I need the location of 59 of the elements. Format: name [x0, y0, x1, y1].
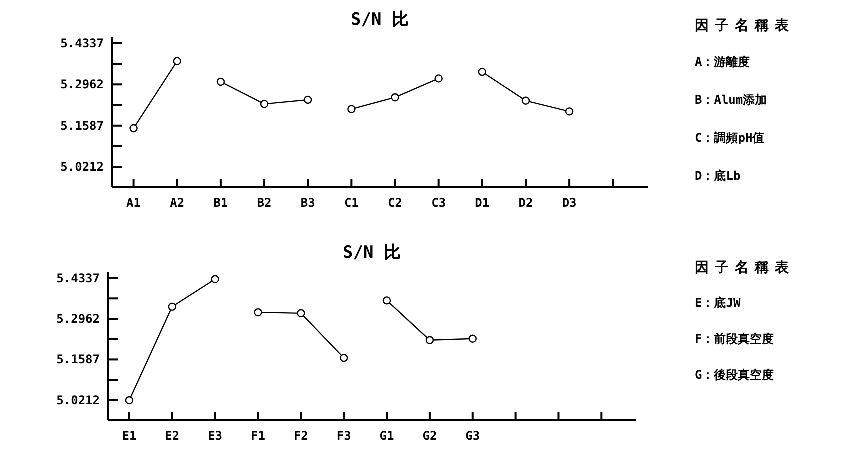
y-tick-label: 5.2962	[60, 78, 104, 92]
text: A：游離度	[695, 55, 750, 69]
point	[426, 336, 434, 344]
text: D：底Lb	[695, 169, 741, 183]
x-tick-label: G1	[380, 429, 394, 443]
point	[340, 354, 348, 362]
text: 因子名稱表	[695, 260, 795, 276]
x-tick-label: F3	[336, 429, 352, 443]
point	[522, 96, 530, 105]
chart-title: S/N 比	[351, 10, 409, 30]
y-tick-label: 5.1587	[56, 352, 100, 367]
point	[130, 124, 138, 133]
x-tick-label: B2	[257, 196, 272, 210]
x-tick-label: E1	[122, 429, 137, 443]
point	[254, 308, 262, 317]
point	[304, 96, 312, 104]
x-tick-label: B1	[214, 196, 228, 210]
x-tick-label: A1	[126, 196, 142, 210]
point	[348, 105, 356, 114]
text: E：底JW	[695, 296, 742, 310]
x-tick-label: E3	[208, 429, 223, 443]
x-tick-label: D2	[518, 196, 534, 210]
point	[260, 100, 269, 108]
x-tick-label: B3	[300, 196, 316, 210]
text: 因子名稱表	[695, 18, 795, 34]
x-tick-label: C3	[432, 196, 446, 210]
x-tick-label: D3	[562, 196, 577, 210]
point	[168, 302, 176, 312]
point	[173, 57, 182, 66]
x-tick-label: G2	[422, 429, 438, 443]
x-tick-label: C1	[344, 196, 359, 210]
point	[125, 396, 134, 405]
x-tick-label: E2	[165, 429, 180, 443]
point	[434, 74, 443, 83]
y-tick-label: 5.0212	[56, 393, 100, 408]
text: C：調頻pH值	[695, 131, 765, 145]
x-tick-label: A2	[170, 196, 185, 210]
x-tick-label: G3	[466, 429, 480, 443]
x-tick-label: F1	[251, 429, 266, 443]
x-tick-label: C2	[388, 196, 402, 210]
y-tick-label: 5.4337	[60, 36, 104, 50]
point	[211, 275, 220, 284]
point	[382, 296, 392, 305]
x-tick-label: F2	[294, 429, 308, 443]
x-tick-label: D1	[475, 196, 490, 210]
point	[216, 78, 226, 86]
point	[468, 334, 477, 343]
y-tick-label: 5.4337	[56, 271, 100, 286]
text: G：後段真空度	[695, 368, 774, 382]
point	[391, 94, 400, 102]
y-tick-label: 5.2962	[56, 312, 100, 326]
y-tick-label: 5.1587	[60, 118, 104, 133]
point	[565, 108, 574, 116]
point	[478, 68, 487, 76]
text: F：前段真空度	[695, 332, 774, 346]
y-tick-label: 5.0212	[60, 160, 104, 174]
text: B：Alum添加	[695, 93, 768, 107]
point	[297, 309, 306, 318]
chart-title: S/N 比	[343, 243, 401, 263]
